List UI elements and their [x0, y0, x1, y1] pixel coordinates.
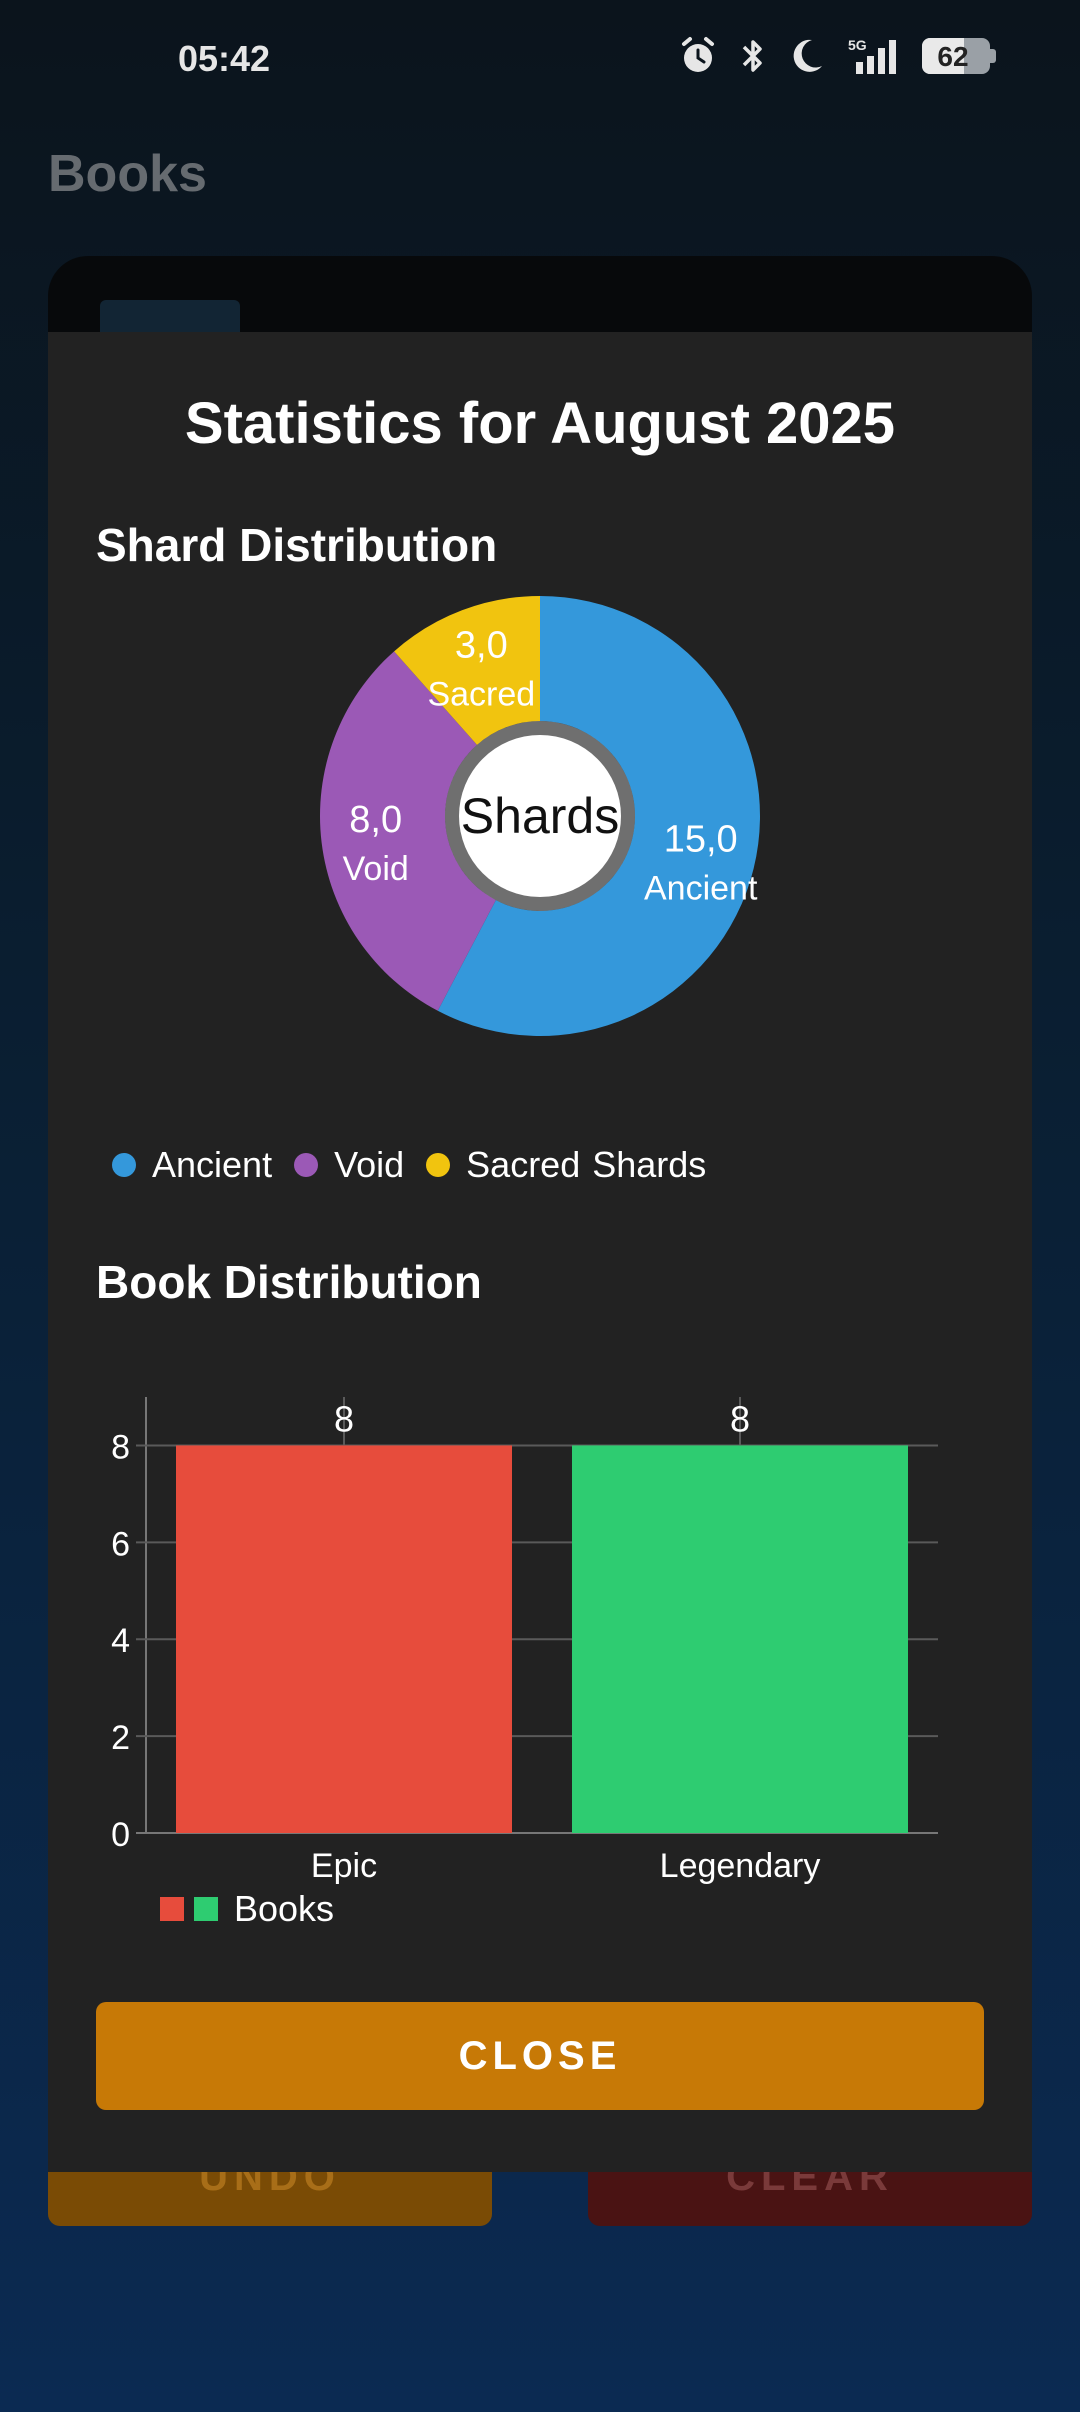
y-tick-label: 0	[111, 1816, 130, 1854]
slice-label-void: Void	[343, 850, 409, 888]
legend-item-ancient: Ancient	[112, 1144, 272, 1186]
statistics-dialog: Statistics for August 2025 Shard Distrib…	[48, 332, 1032, 2172]
bar-legendary	[572, 1445, 908, 1833]
alarm-icon	[682, 37, 714, 72]
book-legend: Books	[160, 1888, 334, 1930]
y-tick-label: 4	[111, 1622, 130, 1660]
network-label: 5G	[848, 37, 867, 53]
legend-dot-sacred	[426, 1153, 451, 1177]
do-not-disturb-moon-icon	[793, 39, 822, 72]
bar-value-label: 8	[334, 1398, 354, 1439]
app-title: Books	[48, 145, 207, 203]
x-tick-label: Legendary	[660, 1847, 821, 1885]
legend-item-void: Void	[294, 1144, 404, 1186]
undo-button: UNDO	[48, 2170, 492, 2226]
slice-value-ancient: 15,0	[664, 819, 738, 861]
shard-distribution-title: Shard Distribution	[96, 519, 498, 571]
close-button[interactable]: CLOSE	[96, 2002, 984, 2110]
bar-value-label: 8	[730, 1398, 750, 1439]
battery-level	[922, 38, 965, 74]
clear-button: CLEAR	[588, 2170, 1032, 2226]
legend-label-ancient: Ancient	[152, 1144, 273, 1185]
status-bar: 05:42 5G 62	[0, 0, 1080, 120]
legend-item-sacred: Sacred	[426, 1144, 580, 1186]
clear-label: CLEAR	[726, 2170, 894, 2199]
y-tick-label: 6	[111, 1525, 130, 1563]
slice-label-ancient: Ancient	[644, 870, 758, 908]
shard-legend: Ancient Void Sacred Shards	[112, 1144, 706, 1186]
shard-donut-chart: 15,0 Ancient 8,0 Void 3,0 Sacred Shards	[319, 596, 760, 1036]
slice-label-sacred: Sacred	[427, 675, 535, 713]
status-icons: 5G 62	[678, 36, 996, 76]
dialog-title: Statistics for August 2025	[184, 391, 896, 456]
book-bar-chart: 0 2 4 6 8 8 Epic 8 Legendary	[111, 1397, 938, 1885]
legend-label-sacred: Sacred	[466, 1144, 581, 1185]
5g-signal-icon: 5G	[848, 37, 896, 74]
legend-swatch-epic	[160, 1897, 184, 1921]
donut-center-label: Shards	[461, 788, 619, 844]
battery-icon: 62	[922, 38, 996, 74]
donut-slice-ancient	[437, 596, 760, 1036]
y-tick-label: 2	[111, 1719, 130, 1757]
battery-percent: 62	[937, 41, 969, 72]
legend-title-shards: Shards	[592, 1144, 707, 1185]
donut-slice-void	[319, 651, 496, 1011]
battery-tip	[990, 49, 996, 63]
slice-value-sacred: 3,0	[455, 624, 508, 666]
legend-label-books: Books	[234, 1888, 335, 1929]
legend-dot-void	[294, 1153, 319, 1177]
y-tick-label: 8	[111, 1428, 130, 1466]
book-distribution-title: Book Distribution	[96, 1256, 482, 1308]
donut-center	[459, 735, 621, 897]
legend-dot-ancient	[112, 1153, 136, 1177]
undo-label: UNDO	[199, 2170, 341, 2199]
legend-swatch-legendary	[194, 1897, 218, 1921]
bar-epic	[176, 1445, 512, 1833]
bluetooth-icon	[742, 40, 762, 72]
legend-label-void: Void	[334, 1144, 405, 1185]
donut-slice-sacred	[394, 596, 540, 745]
status-time: 05:42	[178, 38, 271, 79]
x-tick-label: Epic	[311, 1847, 377, 1885]
slice-value-void: 8,0	[349, 799, 402, 841]
